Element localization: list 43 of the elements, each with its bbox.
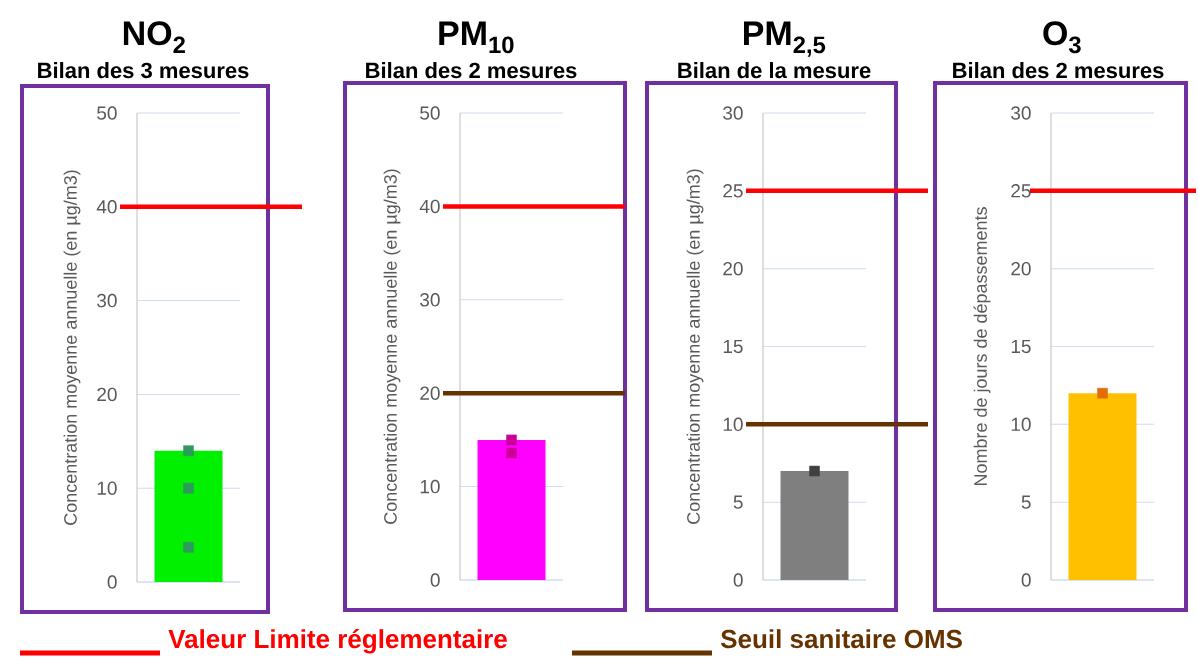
y-axis-title: Nombre de jours de dépassements <box>973 207 991 486</box>
chart-title: NO$_{2}$ <box>123 21 185 54</box>
y-tick-label: 15 <box>723 339 743 354</box>
chart-title: PM$_{2,5}$ <box>743 21 826 57</box>
chart-title: O$_{3}$ <box>1043 21 1081 54</box>
y-tick-label: 50 <box>420 106 440 120</box>
chart-subtitle: Bilan des 2 mesures <box>366 62 577 79</box>
y-tick-label: 5 <box>733 495 743 509</box>
y-tick-label: 20 <box>420 386 440 400</box>
y-tick-label: 0 <box>1021 573 1031 587</box>
ref-line-label: Valeur Limite réglementaire <box>168 628 507 654</box>
y-tick-label: 25 <box>723 184 743 198</box>
y-tick-label: 10 <box>420 479 440 494</box>
y-tick-label: 30 <box>420 293 440 307</box>
y-tick-label: 10 <box>97 481 117 495</box>
y-tick-label: 20 <box>1011 261 1031 276</box>
y-axis-title: Concentration moyenne annuelle (en µg/m3) <box>686 169 704 524</box>
chart-subtitle: Bilan de la mesure <box>678 62 871 79</box>
y-tick-label: 40 <box>96 200 117 214</box>
y-tick-label: 20 <box>723 261 743 276</box>
y-tick-label: 25 <box>1011 184 1031 198</box>
y-tick-label: 0 <box>733 573 743 587</box>
chart-subtitle: Bilan des 2 mesures <box>953 62 1164 79</box>
y-tick-label: 30 <box>723 106 743 120</box>
y-tick-label: 0 <box>430 573 440 587</box>
chart-title: PM$_{10}$ <box>439 21 514 54</box>
chart-subtitle: Bilan des 3 mesures <box>38 62 249 79</box>
y-tick-label: 30 <box>97 293 117 308</box>
ref-line-label: Seuil sanitaire OMS <box>720 629 962 649</box>
y-tick-label: 10 <box>1011 417 1031 432</box>
point <box>183 482 194 494</box>
y-tick-label: 20 <box>97 387 117 402</box>
y-tick-label: 5 <box>1021 495 1031 509</box>
y-axis-title: Concentration moyenne annuelle (en µg/m3) <box>383 169 401 524</box>
y-tick-label: 10 <box>723 417 743 432</box>
y-axis-title: Concentration moyenne annuelle (en µg/m3) <box>63 170 81 525</box>
y-tick-label: 40 <box>419 199 440 214</box>
point <box>183 542 194 553</box>
y-tick-label: 15 <box>1011 339 1031 354</box>
y-tick-label: 0 <box>107 575 117 589</box>
point <box>183 445 194 456</box>
y-tick-label: 50 <box>97 106 117 120</box>
y-tick-label: 30 <box>1011 106 1031 120</box>
